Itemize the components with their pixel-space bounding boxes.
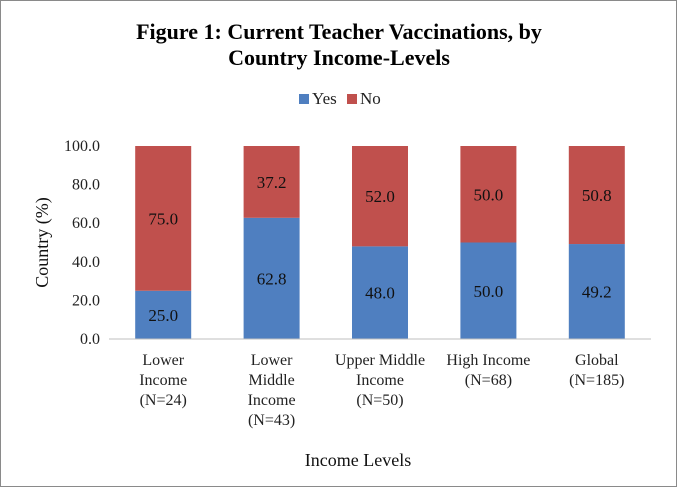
y-tick-label: 80.0 xyxy=(72,177,100,194)
data-label-no: 75.0 xyxy=(148,209,178,228)
chart-title-line: Figure 1: Current Teacher Vaccinations, … xyxy=(136,19,542,44)
data-label-no: 52.0 xyxy=(365,187,395,206)
x-tick-label-line: (N=43) xyxy=(248,412,295,429)
data-label-yes: 49.2 xyxy=(582,283,612,302)
x-tick-label-line: Lower xyxy=(251,352,293,369)
data-label-yes: 25.0 xyxy=(148,306,178,325)
bar-yes xyxy=(135,290,192,339)
data-label-yes: 50.0 xyxy=(474,282,504,301)
x-axis-title: Income Levels xyxy=(305,450,411,470)
x-tick-label-line: Global xyxy=(575,352,619,369)
legend-label-yes: Yes xyxy=(312,89,337,108)
data-label-no: 37.2 xyxy=(257,173,287,192)
bar-no xyxy=(352,146,408,247)
y-tick-label: 40.0 xyxy=(72,254,100,271)
bar-no xyxy=(568,146,625,245)
legend-swatch-no xyxy=(347,94,357,104)
x-tick-label-line: (N=50) xyxy=(356,392,403,409)
x-tick-label-line: Lower xyxy=(142,352,184,369)
x-tick-label-line: High Income xyxy=(446,352,530,369)
data-label-no: 50.0 xyxy=(474,185,504,204)
bar-no xyxy=(243,146,300,218)
x-tick-label-line: Income xyxy=(139,372,187,389)
y-axis-title: Country (%) xyxy=(32,197,53,287)
x-tick-label-line: Income xyxy=(356,372,404,389)
bar-no xyxy=(135,146,192,291)
x-tick-label-line: Income xyxy=(248,392,296,409)
x-tick-label-line: Middle xyxy=(248,372,294,389)
data-label-no: 50.8 xyxy=(582,186,612,205)
y-tick-label: 20.0 xyxy=(72,292,100,309)
x-tick-label-line: Upper Middle xyxy=(335,352,425,369)
bar-yes xyxy=(460,242,517,339)
bar-yes xyxy=(243,217,300,339)
y-tick-label: 0.0 xyxy=(80,331,100,348)
legend-label-no: No xyxy=(360,89,381,108)
x-tick-label-line: (N=24) xyxy=(140,392,187,409)
y-tick-label: 60.0 xyxy=(72,215,100,232)
x-tick-label-line: (N=185) xyxy=(569,372,624,389)
data-label-yes: 62.8 xyxy=(257,269,287,288)
legend-swatch-yes xyxy=(299,94,309,104)
bar-yes xyxy=(352,246,408,339)
chart-title-line: Country Income-Levels xyxy=(228,45,450,70)
bar-yes xyxy=(568,244,625,339)
data-label-yes: 48.0 xyxy=(365,284,395,303)
bar-no xyxy=(460,146,517,243)
y-tick-label: 100.0 xyxy=(64,138,100,155)
x-tick-label-line: (N=68) xyxy=(465,372,512,389)
